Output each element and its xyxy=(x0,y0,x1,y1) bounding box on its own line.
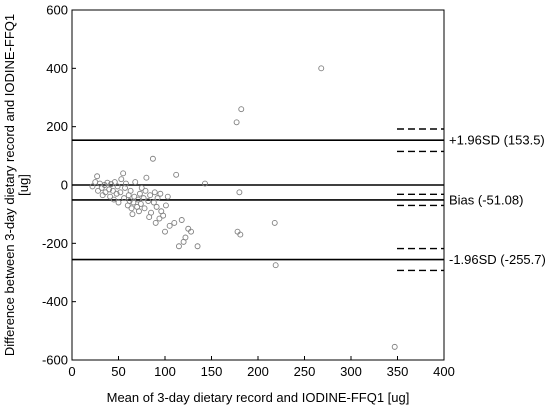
data-point xyxy=(136,208,142,215)
data-point xyxy=(107,193,114,200)
data-point xyxy=(140,195,147,202)
data-point xyxy=(136,190,143,197)
reference-label: -1.96SD (-255.7) xyxy=(449,252,546,267)
data-point xyxy=(233,119,240,126)
data-point xyxy=(102,189,109,196)
data-point xyxy=(152,219,159,226)
y-tick-label: 200 xyxy=(46,119,68,134)
data-point xyxy=(113,190,120,197)
data-point xyxy=(126,198,133,204)
data-point xyxy=(95,187,101,194)
data-point xyxy=(150,199,157,206)
data-point xyxy=(117,189,124,196)
data-point xyxy=(157,190,164,197)
data-points xyxy=(89,65,398,350)
data-point xyxy=(318,65,325,72)
x-tick-label: 0 xyxy=(68,364,75,379)
data-point xyxy=(145,198,152,204)
data-point xyxy=(132,179,139,186)
x-axis-title: Mean of 3-day dietary record and IODINE-… xyxy=(107,390,410,405)
y-tick-label: 400 xyxy=(46,61,68,76)
data-point xyxy=(188,228,194,235)
data-point xyxy=(171,219,178,226)
x-axis-ticks: 0 50 100 150 200 250 300 350 400 xyxy=(68,356,455,379)
data-point xyxy=(121,195,128,202)
data-point xyxy=(185,225,192,232)
x-tick-label: 250 xyxy=(294,364,316,379)
data-point xyxy=(130,199,137,206)
confidence-interval-dashes xyxy=(397,128,444,272)
data-point xyxy=(120,170,127,177)
data-point xyxy=(194,243,201,250)
data-point xyxy=(147,192,154,199)
data-point xyxy=(166,222,173,229)
x-tick-label: 350 xyxy=(387,364,409,379)
data-point xyxy=(131,193,138,200)
data-point xyxy=(127,187,134,194)
data-point xyxy=(175,243,182,250)
data-point xyxy=(129,211,136,218)
data-point xyxy=(162,202,169,209)
data-point xyxy=(182,234,189,241)
data-point xyxy=(173,171,180,178)
data-point xyxy=(122,180,129,187)
data-point xyxy=(135,196,141,203)
y-axis-title-line2: [ug] xyxy=(16,174,31,196)
reference-label: +1.96SD (153.5) xyxy=(449,133,545,148)
data-point xyxy=(202,180,208,187)
y-tick-label: 0 xyxy=(61,178,68,193)
reference-labels: +1.96SD (153.5) Bias (-51.08) -1.96SD (-25… xyxy=(449,133,546,267)
data-point xyxy=(178,217,185,223)
data-point xyxy=(128,205,135,212)
data-point xyxy=(104,179,111,186)
data-point xyxy=(391,343,398,350)
x-tick-label: 200 xyxy=(247,364,269,379)
data-point xyxy=(149,155,156,162)
data-point xyxy=(138,184,145,191)
data-point xyxy=(142,187,149,194)
x-tick-label: 400 xyxy=(433,364,455,379)
data-point xyxy=(160,212,167,219)
data-point xyxy=(153,203,160,210)
y-tick-label: -600 xyxy=(42,353,68,368)
data-point xyxy=(118,176,125,183)
data-point xyxy=(99,192,106,199)
data-point xyxy=(115,199,122,206)
data-point xyxy=(106,186,113,193)
data-point xyxy=(151,189,158,196)
y-axis-title-line1: Difference between 3-day dietary record … xyxy=(2,14,17,356)
data-point xyxy=(122,184,128,191)
x-tick-label: 50 xyxy=(111,364,125,379)
data-point xyxy=(98,184,105,191)
data-point xyxy=(272,262,279,269)
data-point xyxy=(137,201,144,207)
data-point xyxy=(111,179,118,186)
reference-label: Bias (-51.08) xyxy=(449,192,523,207)
data-point xyxy=(109,187,116,194)
y-tick-label: -400 xyxy=(42,294,68,309)
data-point xyxy=(162,228,168,235)
y-axis-ticks: -600 -400 -200 0 200 400 600 xyxy=(42,3,76,368)
x-tick-label: 150 xyxy=(201,364,223,379)
data-point xyxy=(154,195,161,202)
data-point xyxy=(114,183,121,190)
data-point xyxy=(141,205,148,212)
x-tick-label: 300 xyxy=(340,364,362,379)
data-point xyxy=(110,196,117,203)
data-point xyxy=(94,173,101,180)
x-tick-label: 100 xyxy=(154,364,176,379)
data-point xyxy=(89,183,96,190)
data-point xyxy=(148,209,155,216)
data-point xyxy=(234,228,241,235)
y-tick-label: -200 xyxy=(42,236,68,251)
data-point xyxy=(237,231,244,238)
y-tick-label: 600 xyxy=(46,3,68,18)
data-point xyxy=(271,219,278,226)
data-point xyxy=(236,189,243,196)
data-point xyxy=(156,215,163,222)
data-point xyxy=(164,193,171,200)
data-point xyxy=(143,174,150,181)
data-point xyxy=(238,106,245,113)
